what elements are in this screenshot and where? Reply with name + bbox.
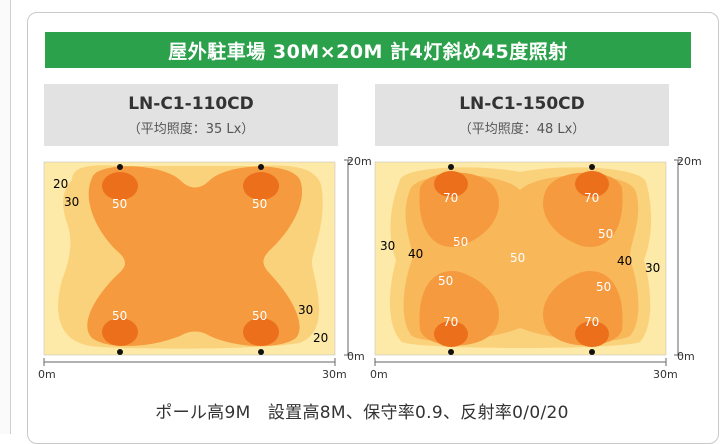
pole-marker <box>258 349 264 355</box>
x-axis-max-label: 30m <box>653 368 678 381</box>
pole-marker <box>448 164 454 170</box>
y-axis-min-label: 0m <box>347 350 365 363</box>
contour-label: 70 <box>584 315 599 329</box>
contour-label: 50 <box>112 197 127 211</box>
contour-label: 50 <box>252 197 267 211</box>
y-axis-min-label: 0m <box>677 350 695 363</box>
title-banner: 屋外駐車場 30M×20M 計4灯斜め45度照射 <box>45 32 691 68</box>
hotspot <box>243 318 279 346</box>
installation-conditions: ポール高9M 設置高8M、保守率0.9、反射率0/0/20 <box>155 403 569 423</box>
contour-label: 20 <box>53 177 68 191</box>
hotspot <box>575 171 609 197</box>
contour-label: 30 <box>645 261 660 275</box>
model-header-right: LN-C1-150CD （平均照度：48 Lx） <box>375 84 669 146</box>
contour-label: 20 <box>313 331 328 345</box>
model-header-left: LN-C1-110CD （平均照度：35 Lx） <box>44 84 338 146</box>
pole-marker <box>589 164 595 170</box>
contour-label: 40 <box>617 254 632 268</box>
pole-marker <box>589 349 595 355</box>
model-name: LN-C1-110CD <box>128 93 254 114</box>
contour-label: 50 <box>598 227 613 241</box>
contour-label: 50 <box>596 280 611 294</box>
contour-label: 50 <box>252 309 267 323</box>
hotspot <box>434 171 468 197</box>
pole-marker <box>117 349 123 355</box>
y-axis-max-label: 20m <box>677 155 702 168</box>
x-axis-min-label: 0m <box>370 368 388 381</box>
contour-label: 30 <box>298 303 313 317</box>
y-axis-max-label: 20m <box>347 155 372 168</box>
adjacent-panel-edge <box>0 0 11 434</box>
contour-label: 50 <box>112 309 127 323</box>
hotspot <box>575 321 609 347</box>
pole-marker <box>448 349 454 355</box>
isolux-plot-right: 70 70 70 70 50 50 50 50 50 30 40 40 30 2… <box>370 155 702 381</box>
contour-label: 50 <box>510 251 525 265</box>
hotspot <box>102 318 138 346</box>
contour-label: 50 <box>453 235 468 249</box>
x-axis-max-label: 30m <box>322 368 347 381</box>
x-axis-min-label: 0m <box>38 368 56 381</box>
contour-label: 30 <box>64 195 79 209</box>
contour-label: 70 <box>443 315 458 329</box>
contour-label: 40 <box>408 247 423 261</box>
average-illuminance: （平均照度：48 Lx） <box>458 121 586 137</box>
hotspot <box>243 172 279 200</box>
contour-label: 30 <box>380 239 395 253</box>
average-illuminance: （平均照度：35 Lx） <box>127 121 255 137</box>
isolux-plot-left: 20 30 50 50 50 50 30 20 20m 0m 0m 30m <box>38 155 372 381</box>
pole-marker <box>117 164 123 170</box>
model-name: LN-C1-150CD <box>459 93 585 114</box>
pole-marker <box>258 164 264 170</box>
level-50-area <box>87 166 303 347</box>
hotspot <box>102 172 138 200</box>
contour-label: 70 <box>584 191 599 205</box>
contour-label: 50 <box>438 274 453 288</box>
contour-label: 70 <box>443 191 458 205</box>
hotspot <box>434 321 468 347</box>
